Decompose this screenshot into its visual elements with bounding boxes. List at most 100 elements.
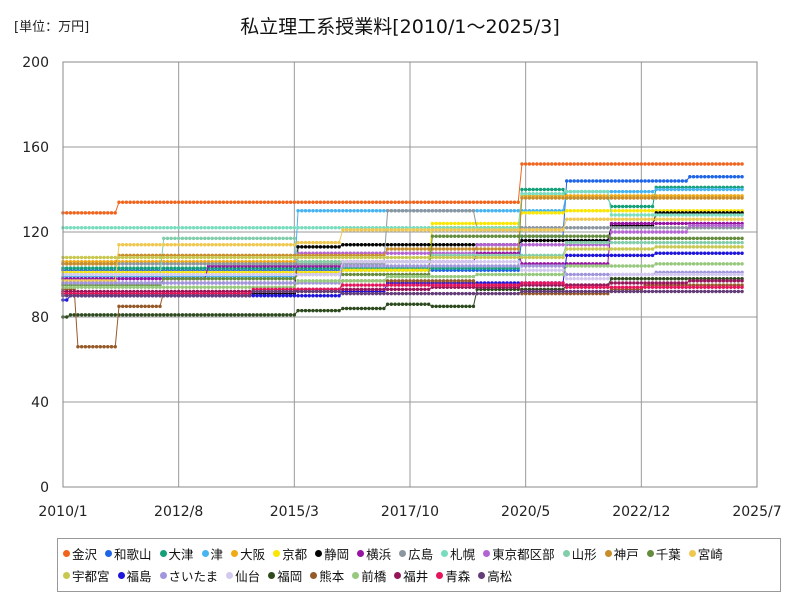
legend-item: 宇都宮 (63, 564, 110, 586)
legend-label: 和歌山 (114, 546, 152, 562)
legend-label: さいたま (168, 568, 219, 584)
legend-marker (201, 549, 209, 557)
legend-label: 京都 (282, 546, 308, 562)
legend-item: 宮崎 (688, 542, 723, 564)
unit-label: [単位：万円] (14, 20, 90, 35)
legend-item: 神戸 (604, 542, 639, 564)
x-tick-label: 2015/3 (270, 504, 319, 520)
y-tick-label: 0 (40, 480, 49, 496)
series-16 (61, 245, 744, 260)
legend-marker (436, 571, 444, 579)
x-tick-label: 2025/7 (732, 504, 781, 520)
legend-label: 山形 (571, 546, 597, 562)
legend-label: 札幌 (450, 546, 476, 562)
legend-marker (352, 571, 360, 579)
y-tick-label: 200 (22, 55, 49, 71)
legend-item: 千葉 (646, 542, 681, 564)
series-line (63, 186, 743, 269)
legend-label: 静岡 (324, 546, 350, 562)
series-line (63, 197, 743, 265)
x-tick-label: 2022/12 (612, 504, 670, 520)
legend-marker (441, 549, 449, 557)
legend-label: 大津 (168, 546, 194, 562)
legend-marker (231, 549, 239, 557)
legend-label: 前橋 (361, 568, 387, 584)
legend-item: 青森 (436, 564, 470, 586)
legend-item: 前橋 (352, 564, 386, 586)
legend: 金沢 和歌山 大津津大阪 京都 静岡 横浜 広島 札幌 東京都区部 山形 神戸 千葉 宮崎宇都宮 福島 さい… (57, 538, 781, 592)
legend-label: 宇都宮 (72, 568, 110, 584)
legend-item: 津 (201, 542, 224, 564)
legend-marker (63, 571, 70, 579)
legend-label: 福井 (403, 568, 429, 584)
legend-marker (105, 549, 113, 557)
legend-marker (399, 549, 407, 557)
x-axis-ticks: 2010/1 2012/8 2015/3 2017/10 2020/5 2022/12 20… (38, 504, 781, 520)
legend-marker (159, 571, 167, 579)
legend-label: 高松 (487, 568, 513, 584)
legend-marker (357, 549, 365, 557)
legend-marker (273, 549, 281, 557)
legend-item: 和歌山 (105, 542, 152, 564)
legend-item: さいたま (159, 564, 219, 586)
legend-label: 仙台 (235, 568, 261, 584)
legend-item: 横浜 (357, 542, 391, 564)
legend-marker (646, 549, 654, 557)
legend-item: 山形 (562, 542, 597, 564)
legend-label: 神戸 (613, 546, 639, 562)
legend-item: 広島 (399, 542, 433, 564)
legend-marker (688, 549, 696, 557)
legend-label: 大阪 (240, 546, 266, 562)
legend-marker (394, 571, 402, 579)
legend-marker (63, 549, 70, 557)
legend-item: 福島 (117, 564, 152, 586)
legend-item: 金沢 (63, 542, 97, 564)
legend-item: 福井 (394, 564, 428, 586)
series-line (63, 210, 743, 273)
legend-label: 熊本 (319, 568, 345, 584)
legend-marker (226, 571, 234, 579)
legend-label: 青森 (445, 568, 471, 584)
series-line (63, 210, 743, 265)
series-13 (61, 196, 744, 266)
legend-marker (310, 571, 318, 579)
legend-item: 大津 (159, 542, 194, 564)
legend-label: 千葉 (655, 546, 681, 562)
legend-item: 静岡 (315, 542, 349, 564)
y-tick-label: 160 (22, 140, 49, 156)
series-line (63, 218, 743, 282)
legend-label: 東京都区部 (492, 546, 555, 562)
legend-marker (483, 549, 491, 557)
series-line (63, 246, 743, 258)
y-tick-label: 120 (22, 225, 49, 241)
legend-marker (159, 549, 167, 557)
legend-item: 札幌 (441, 542, 475, 564)
legend-marker (478, 571, 486, 579)
series-line (63, 191, 743, 229)
legend-label: 広島 (408, 546, 434, 562)
x-tick-label: 2012/8 (154, 504, 203, 520)
series-group (61, 162, 744, 349)
series-line (63, 235, 743, 286)
legend-marker (604, 549, 612, 557)
legend-label: 金沢 (72, 546, 98, 562)
legend-label: 横浜 (366, 546, 392, 562)
series-15 (61, 217, 744, 283)
legend-label: 宮崎 (697, 546, 723, 562)
legend-marker (562, 549, 570, 557)
x-tick-label: 2010/1 (38, 504, 87, 520)
legend-label: 津 (210, 546, 224, 562)
y-tick-label: 80 (31, 310, 49, 326)
legend-marker (315, 549, 323, 557)
legend-label: 福島 (126, 568, 152, 584)
series-1 (61, 162, 744, 215)
series-line (63, 163, 743, 214)
x-tick-label: 2020/5 (501, 504, 550, 520)
x-tick-label: 2017/10 (381, 504, 439, 520)
legend-marker (268, 571, 276, 579)
legend-item: 京都 (273, 542, 307, 564)
legend-item: 福岡 (268, 564, 302, 586)
chart-title: 私立理工系授業料[2010/1～2025/3] (240, 16, 560, 38)
